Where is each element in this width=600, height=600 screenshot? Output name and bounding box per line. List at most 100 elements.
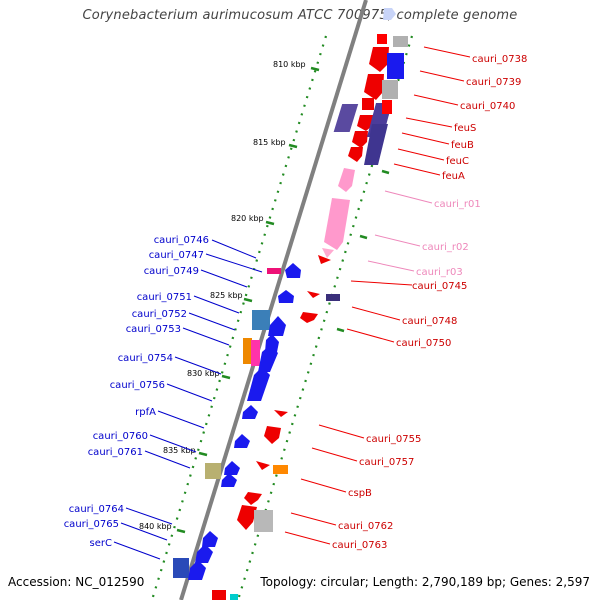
tick-815 (288, 143, 298, 149)
tick-830 (221, 374, 231, 380)
gene-cauri_0757[interactable] (256, 461, 270, 470)
label-rpfA[interactable]: rpfA (135, 407, 156, 418)
leader-rpfA (157, 410, 205, 429)
label-cauri_r03[interactable]: cauri_r03 (416, 267, 463, 278)
gene-cauri_0765[interactable] (195, 544, 213, 563)
gene-serC-rect[interactable] (173, 558, 189, 578)
label-cauri_0760[interactable]: cauri_0760 (93, 431, 148, 442)
gene-feu-red-small[interactable] (382, 100, 392, 114)
gene-feuA-red[interactable] (348, 147, 363, 162)
label-cauri_0739[interactable]: cauri_0739 (466, 77, 521, 88)
label-cauri_0757[interactable]: cauri_0757 (359, 457, 414, 468)
gene-cauri_0764[interactable] (202, 531, 218, 547)
gene-feature-bottom-red[interactable] (212, 590, 226, 600)
gene-cauri_0756[interactable] (247, 367, 270, 401)
label-serC[interactable]: serC (90, 538, 112, 549)
gene-feuB-red[interactable] (357, 115, 373, 131)
label-cauri_0745[interactable]: cauri_0745 (412, 281, 467, 292)
gene-cauri_0748-red[interactable] (307, 291, 320, 298)
label-cauri_0740[interactable]: cauri_0740 (460, 101, 515, 112)
gene-cauri_0739-red[interactable] (369, 47, 389, 72)
gene-cauri_0755-small[interactable] (274, 410, 288, 417)
label-cauri_r01[interactable]: cauri_r01 (434, 199, 481, 210)
leader-feuC (397, 148, 445, 161)
label-feuA[interactable]: feuA (442, 171, 465, 182)
gene-cauri_r01[interactable] (338, 168, 355, 192)
gene-cauri_0762[interactable] (237, 505, 257, 530)
tick-820 (265, 220, 275, 226)
label-cauri_0749[interactable]: cauri_0749 (144, 266, 199, 277)
gene-feu-purple-3[interactable] (364, 124, 388, 165)
label-cauri_0751[interactable]: cauri_0751 (137, 292, 192, 303)
reverse-strand-features (173, 263, 301, 580)
label-cauri_0756[interactable]: cauri_0756 (110, 380, 165, 391)
gene-cauri_0745[interactable] (318, 255, 331, 264)
gene-cauri_r02[interactable] (324, 198, 350, 250)
label-cspB[interactable]: cspB (348, 488, 372, 499)
label-cauri_0765[interactable]: cauri_0765 (64, 519, 119, 530)
gene-cauri_0740-red[interactable] (364, 74, 384, 100)
gene-cauri_0762-small[interactable] (244, 492, 262, 505)
gene-cspB[interactable] (273, 465, 288, 474)
gene-rpfA[interactable] (242, 405, 258, 419)
gene-cauri_r03[interactable] (322, 248, 334, 258)
scale-label-830: 830 kbp (187, 369, 220, 378)
gene-cauri_0755[interactable] (264, 426, 281, 444)
gene-feature-bottom-cyan[interactable] (230, 594, 238, 600)
gene-cauri_0752[interactable] (268, 316, 286, 336)
label-feuC[interactable]: feuC (446, 156, 469, 167)
gene-cauri_0738-gray[interactable] (393, 36, 408, 47)
gene-cauri_0753-pink[interactable] (251, 340, 260, 366)
label-feuB[interactable]: feuB (451, 140, 474, 151)
gene-cauri_0747[interactable] (285, 263, 301, 278)
label-cauri_0750[interactable]: cauri_0750 (396, 338, 451, 349)
leader-feuS (405, 117, 453, 128)
gene-cauri_0763[interactable] (254, 510, 273, 532)
leader-cauri_r02 (374, 234, 421, 247)
label-cauri_0754[interactable]: cauri_0754 (118, 353, 173, 364)
label-cauri_0752[interactable]: cauri_0752 (132, 309, 187, 320)
leader-cauri_0752 (188, 312, 236, 331)
gene-cauri_0751[interactable] (252, 310, 270, 330)
reverse-gene-labels: cauri_0746 cauri_0747 cauri_0749 cauri_0… (64, 235, 209, 549)
label-cauri_0763[interactable]: cauri_0763 (332, 540, 387, 551)
gene-cauri_0746[interactable] (267, 268, 281, 274)
label-cauri_0747[interactable]: cauri_0747 (149, 250, 204, 261)
label-cauri_0746[interactable]: cauri_0746 (154, 235, 209, 246)
label-cauri_0755[interactable]: cauri_0755 (366, 434, 421, 445)
gene-cauri_0749[interactable] (278, 290, 294, 303)
label-cauri_0738[interactable]: cauri_0738 (472, 54, 527, 65)
gene-feu-purple-1[interactable] (333, 104, 359, 132)
gene-cauri_0748-purple[interactable] (326, 294, 340, 301)
gene-feuC-red[interactable] (352, 131, 368, 148)
gene-serC[interactable] (188, 560, 206, 580)
reverse-label-leaders (113, 239, 263, 560)
label-feuS[interactable]: feuS (454, 123, 476, 134)
tick-outer-2 (359, 234, 368, 240)
gene-cauri_0760[interactable] (234, 434, 250, 448)
gene-feature-top[interactable] (383, 8, 396, 20)
label-cauri_0764[interactable]: cauri_0764 (69, 504, 124, 515)
gene-feuS-red[interactable] (362, 98, 374, 110)
leader-cspB (300, 478, 347, 493)
label-cauri_0762[interactable]: cauri_0762 (338, 521, 393, 532)
rna-label-leaders (367, 190, 433, 272)
label-cauri_r02[interactable]: cauri_r02 (422, 242, 469, 253)
forward-strand-features (212, 8, 408, 600)
gene-cauri_0754[interactable] (258, 345, 278, 372)
gene-cauri_0738-red[interactable] (377, 34, 387, 44)
label-cauri_0748[interactable]: cauri_0748 (402, 316, 457, 327)
gene-cauri_0740-gray[interactable] (382, 80, 398, 99)
label-cauri_0761[interactable]: cauri_0761 (88, 447, 143, 458)
gene-cauri_0753-orange[interactable] (243, 338, 252, 364)
map-title: Corynebacterium aurimucosum ATCC 700975,… (82, 8, 518, 23)
gene-cauri_0750[interactable] (300, 312, 318, 323)
scale-label-810: 810 kbp (273, 60, 306, 69)
gene-cauri_0761-blue2[interactable] (221, 473, 237, 487)
leader-feuB (401, 132, 450, 145)
gene-cauri_0739-blue[interactable] (387, 53, 404, 79)
gene-cauri_0761-olive[interactable] (205, 463, 221, 479)
label-cauri_0753[interactable]: cauri_0753 (126, 324, 181, 335)
gene-cauri_0761-blue1[interactable] (224, 461, 240, 475)
